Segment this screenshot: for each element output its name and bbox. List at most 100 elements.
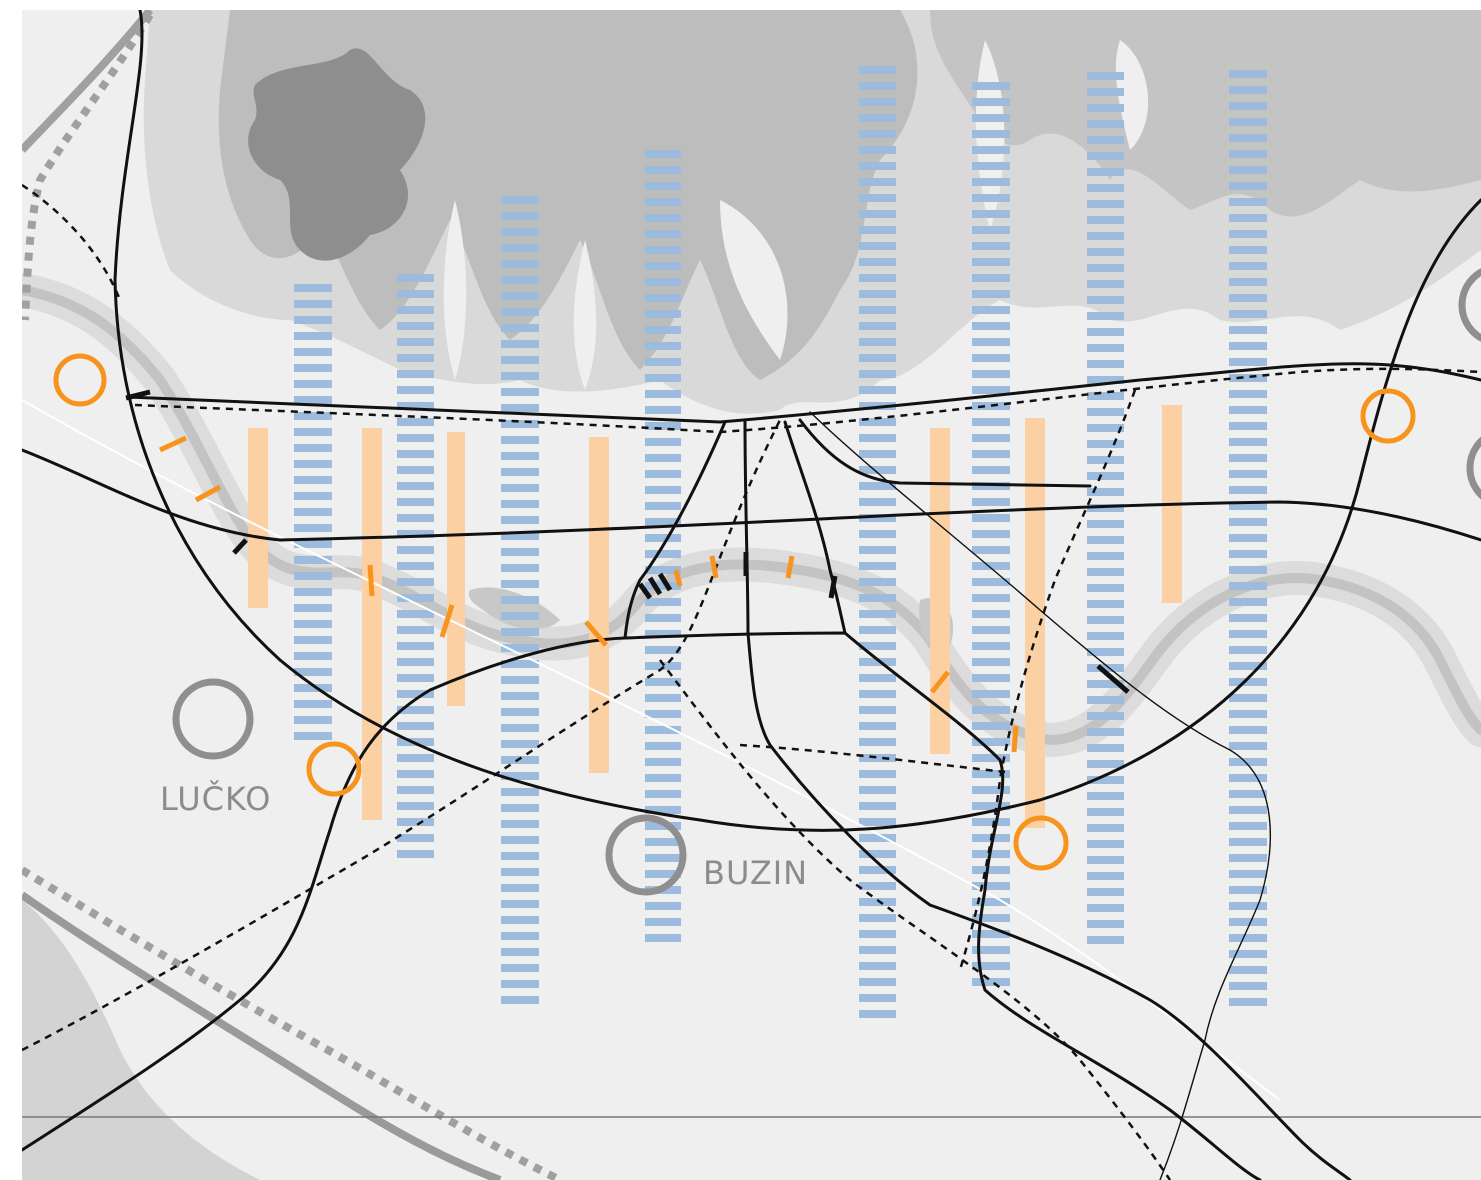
bridge-tick	[232, 538, 248, 555]
blue-corridor-dash	[859, 274, 896, 282]
blue-corridor-dash	[1229, 166, 1267, 174]
blue-corridor-dash	[397, 434, 434, 442]
blue-corridor-dash	[294, 572, 332, 580]
blue-corridor-dash	[972, 434, 1010, 442]
blue-corridor-dash	[1087, 888, 1124, 896]
blue-corridor-dash	[1087, 200, 1124, 208]
blue-corridor-dash	[1229, 710, 1267, 718]
road-south-west	[22, 631, 1262, 1180]
blue-corridor-dash	[1229, 966, 1267, 974]
blue-corridor-dash	[1087, 408, 1124, 416]
blue-corridor-dash	[1229, 486, 1267, 494]
blue-corridor-dash	[859, 626, 896, 634]
blue-corridor-dash	[501, 996, 539, 1004]
blue-corridor-dash	[859, 98, 896, 106]
blue-corridor-dash	[645, 614, 681, 622]
blue-corridor-dash	[294, 556, 332, 564]
blue-corridor-dash	[645, 198, 681, 206]
blue-corridor-dash	[859, 658, 896, 666]
blue-corridor-dash	[1229, 614, 1267, 622]
blue-corridor-dash	[294, 284, 332, 292]
blue-corridor-dash	[972, 162, 1010, 170]
blue-corridor-dash	[1087, 168, 1124, 176]
blue-corridor-dash	[972, 482, 1010, 490]
blue-corridor-dash	[1229, 822, 1267, 830]
blue-corridor-dash	[1229, 758, 1267, 766]
blue-corridor-dash	[1229, 774, 1267, 782]
blue-corridor-dash	[397, 450, 434, 458]
blue-corridor-dash	[1229, 358, 1267, 366]
blue-corridor-dash	[972, 898, 1010, 906]
dashed-road-south	[659, 659, 1172, 1180]
blue-corridor-dash	[972, 98, 1010, 106]
blue-corridor-dash	[294, 492, 332, 500]
blue-corridor-dash	[972, 882, 1010, 890]
blue-corridor-dash	[397, 322, 434, 330]
blue-corridor-dash	[501, 468, 539, 476]
hill-mid-east	[930, 10, 1481, 217]
blue-corridor-dash	[859, 930, 896, 938]
blue-corridor-dash	[397, 786, 434, 794]
settlement-ring-icon	[605, 814, 687, 896]
blue-corridor-dash	[1229, 294, 1267, 302]
blue-corridor-dash	[501, 628, 539, 636]
blue-corridor-dash	[397, 290, 434, 298]
dashed-road-north	[134, 367, 1481, 434]
bridge-tick	[1096, 664, 1130, 694]
blue-corridor-dash	[501, 612, 539, 620]
blue-corridor-dash	[1087, 824, 1124, 832]
blue-corridor-dash	[972, 578, 1010, 586]
blue-corridor-dash	[645, 454, 681, 462]
orange-corridor	[930, 428, 950, 754]
blue-corridor-dash	[1229, 246, 1267, 254]
blue-corridor-dash	[972, 962, 1010, 970]
blue-corridor-dash	[1087, 312, 1124, 320]
blue-corridor-dash	[1087, 696, 1124, 704]
blue-corridor-dash	[645, 678, 681, 686]
blue-corridor-dash	[1087, 280, 1124, 288]
blue-corridor-dash	[645, 902, 681, 910]
orange-node-icon	[1360, 388, 1416, 444]
blue-corridor-dash	[1229, 310, 1267, 318]
blue-corridor-dash	[1087, 328, 1124, 336]
blue-corridor-dash	[501, 372, 539, 380]
blue-corridor-dash	[1229, 198, 1267, 206]
blue-corridor-dash	[859, 66, 896, 74]
blue-corridor-dash	[1229, 694, 1267, 702]
blue-corridor-dash	[645, 550, 681, 558]
blue-corridor-dash	[397, 562, 434, 570]
blue-corridor-dash	[645, 582, 681, 590]
blue-corridor-dash	[1229, 134, 1267, 142]
blue-corridor-dash	[397, 274, 434, 282]
blue-corridor-dash	[645, 758, 681, 766]
blue-corridor-dash	[645, 406, 681, 414]
road-central-a	[623, 420, 727, 640]
orange-crossing	[673, 569, 683, 587]
blue-corridor-dash	[501, 788, 539, 796]
blue-corridor-dash	[859, 146, 896, 154]
blue-corridor-dash	[1087, 472, 1124, 480]
blue-corridor-dash	[859, 322, 896, 330]
blue-corridor-dash	[1229, 214, 1267, 222]
blue-corridor-dash	[1087, 776, 1124, 784]
blue-corridor-dash	[501, 756, 539, 764]
blue-corridor-dash	[972, 338, 1010, 346]
blue-corridor-dash	[397, 690, 434, 698]
blue-corridor-dash	[501, 292, 539, 300]
blue-corridor-dash	[294, 540, 332, 548]
blue-corridor-dash	[397, 370, 434, 378]
orange-crossing	[367, 564, 375, 597]
blue-corridor-dash	[859, 530, 896, 538]
blue-corridor-dash	[501, 836, 539, 844]
blue-corridor-dash	[972, 322, 1010, 330]
blue-corridor-dash	[859, 210, 896, 218]
blue-corridor-dash	[501, 692, 539, 700]
blue-corridor-dash	[645, 870, 681, 878]
blue-corridor-dash	[1229, 646, 1267, 654]
blue-corridor-dash	[1229, 630, 1267, 638]
blue-corridor-dash	[645, 566, 681, 574]
main-road-middle	[22, 448, 1481, 542]
blue-corridor-dash	[294, 396, 332, 404]
blue-corridor-dash	[501, 308, 539, 316]
blue-corridor-dash	[1229, 998, 1267, 1006]
